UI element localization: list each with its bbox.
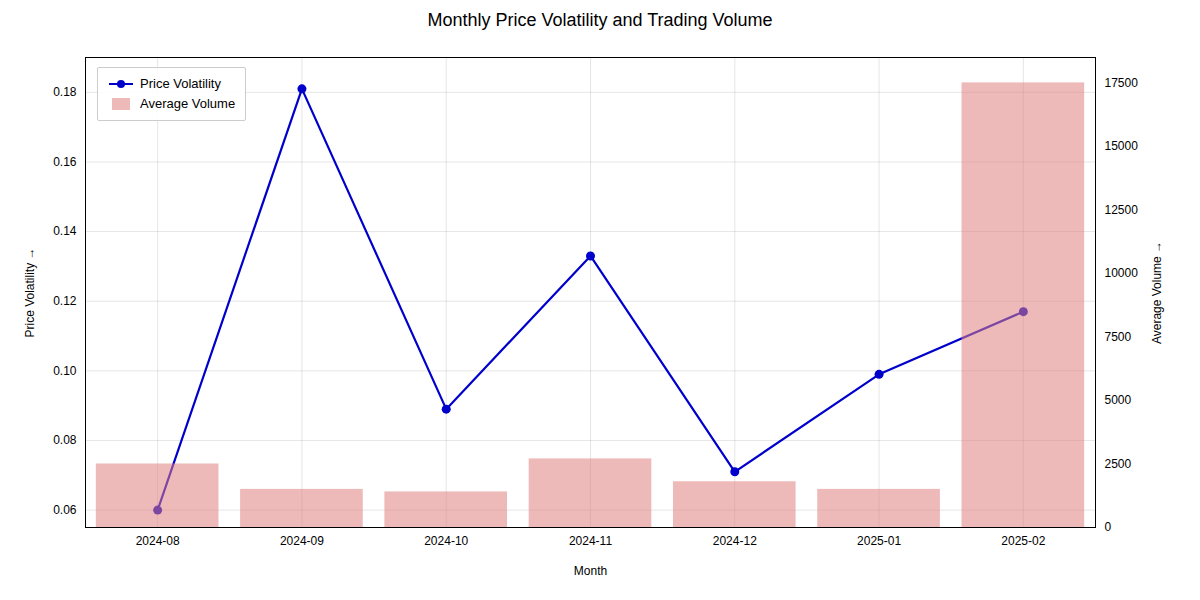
svg-text:2024-08: 2024-08 — [136, 534, 180, 548]
svg-text:2024-12: 2024-12 — [713, 534, 757, 548]
svg-text:17500: 17500 — [1105, 76, 1139, 90]
svg-text:0.14: 0.14 — [53, 224, 77, 238]
html-text:Price Volatility: Price Volatility — [140, 76, 221, 91]
svg-text:5000: 5000 — [1105, 393, 1132, 407]
svg-text:15000: 15000 — [1105, 139, 1139, 153]
svg-text:7500: 7500 — [1105, 330, 1132, 344]
svg-text:0: 0 — [1105, 520, 1112, 534]
svg-text:2025-02: 2025-02 — [1001, 534, 1045, 548]
svg-text:0.10: 0.10 — [53, 364, 77, 378]
svg-text:Price Volatility →: Price Volatility → — [23, 247, 37, 337]
svg-text:0.08: 0.08 — [53, 433, 77, 447]
svg-text:2024-10: 2024-10 — [424, 534, 468, 548]
svg-text:Average Volume →: Average Volume → — [1150, 241, 1164, 344]
svg-text:0.18: 0.18 — [53, 85, 77, 99]
svg-text:2024-11: 2024-11 — [569, 534, 612, 548]
svg-text:Month: Month — [574, 564, 607, 578]
svg-text:0.16: 0.16 — [53, 155, 77, 169]
svg-text:10000: 10000 — [1105, 266, 1139, 280]
svg-text:0.12: 0.12 — [53, 294, 77, 308]
html-text:Monthly Price Volatility and T: Monthly Price Volatility and Trading Vol… — [427, 10, 773, 30]
svg-text:2024-09: 2024-09 — [280, 534, 324, 548]
svg-text:0.06: 0.06 — [53, 503, 77, 517]
svg-text:2025-01: 2025-01 — [857, 534, 901, 548]
svg-text:2500: 2500 — [1105, 457, 1132, 471]
html-text:Average Volume: Average Volume — [140, 96, 236, 111]
svg-text:12500: 12500 — [1105, 203, 1139, 217]
